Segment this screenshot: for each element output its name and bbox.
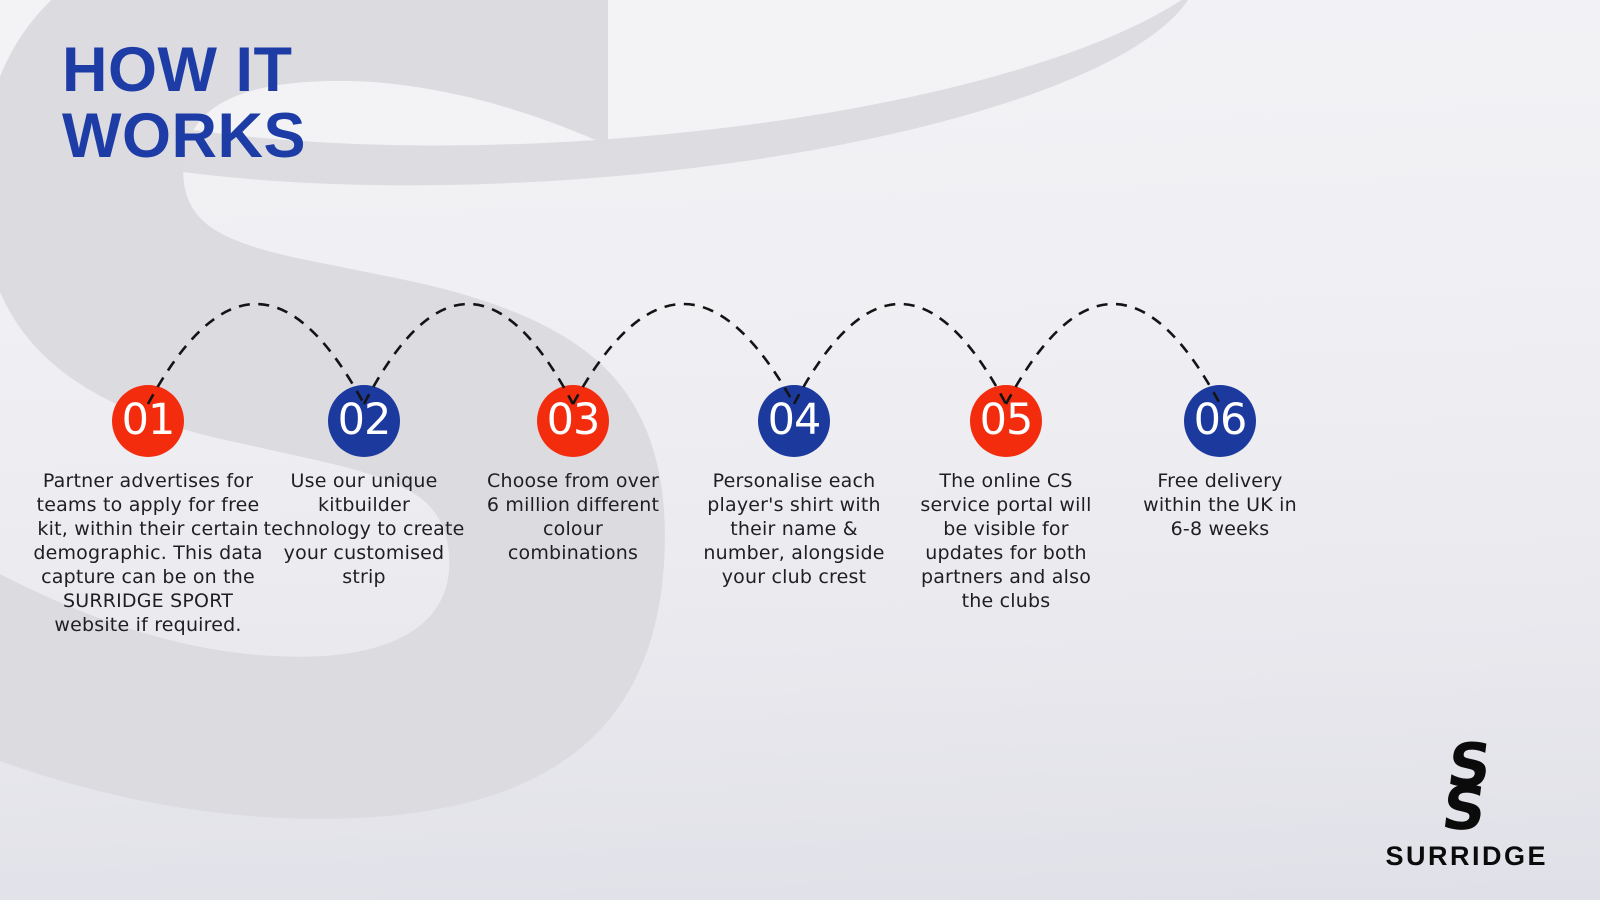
step-03: 03 Choose from over 6 million different …	[480, 385, 666, 566]
step-number: 02	[337, 395, 392, 445]
step-number-badge: 01	[112, 385, 184, 457]
step-number-badge: 06	[1184, 385, 1256, 457]
step-number: 03	[546, 395, 601, 445]
step-number-badge: 05	[970, 385, 1042, 457]
step-description: Use our unique kitbuilder technology to …	[263, 470, 465, 588]
step-description: The online CS service portal will be vis…	[920, 470, 1092, 612]
step-number-badge: 03	[537, 385, 609, 457]
monogram-s-bottom: S	[1438, 774, 1491, 845]
step-number-badge: 04	[758, 385, 830, 457]
surridge-logo: S S SURRIDGE	[1385, 731, 1548, 872]
step-number: 01	[121, 395, 176, 445]
step-05: 05 The online CS service portal will be …	[916, 385, 1096, 614]
step-number: 06	[1193, 395, 1248, 445]
surridge-wordmark: SURRIDGE	[1385, 841, 1548, 871]
page-title-line2: WORKS	[62, 100, 306, 171]
page-title: HOW IT WORKS	[62, 35, 306, 171]
step-04: 04 Personalise each player's shirt with …	[692, 385, 896, 590]
step-description: Personalise each player's shirt with the…	[703, 470, 885, 588]
page-title-line1: HOW IT	[62, 35, 293, 105]
step-01: 01 Partner advertises for teams to apply…	[28, 385, 268, 638]
step-description: Partner advertises for teams to apply fo…	[33, 470, 263, 636]
step-02: 02 Use our unique kitbuilder technology …	[262, 385, 466, 590]
step-number: 04	[767, 395, 822, 445]
step-06: 06 Free delivery within the UK in 6-8 we…	[1133, 385, 1307, 542]
surridge-monogram-icon: S S	[1438, 731, 1495, 845]
step-description: Free delivery within the UK in 6-8 weeks	[1143, 470, 1297, 540]
step-number: 05	[979, 395, 1034, 445]
step-number-badge: 02	[328, 385, 400, 457]
step-description: Choose from over 6 million different col…	[486, 470, 660, 564]
